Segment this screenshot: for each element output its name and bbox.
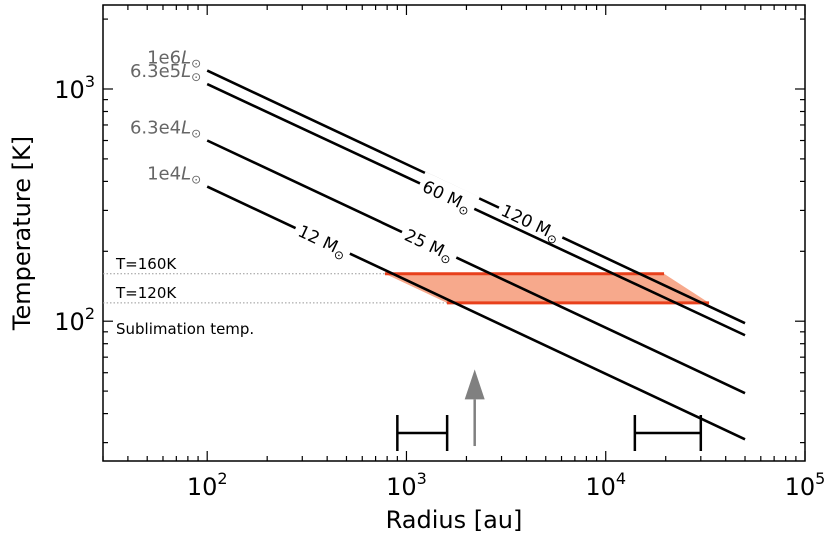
series-group: 1e6L⊙120 M⊙6.3e5L⊙60 M⊙6.3e4L⊙25 M⊙1e4L⊙… — [130, 48, 746, 441]
lower-temp-label: T=120K — [115, 284, 177, 302]
mass-label-group-2: 60 M⊙ — [414, 171, 480, 221]
mass-label-group-3: 25 M⊙ — [396, 220, 462, 270]
annotations-group — [396, 369, 703, 452]
series-line-2 — [206, 82, 746, 337]
luminosity-label-2: 6.3e5L⊙ — [130, 61, 201, 84]
y-tick-label: 103 — [54, 72, 95, 104]
mass-label-background-4 — [290, 216, 356, 266]
x-tick-label: 102 — [187, 469, 228, 501]
luminosity-label-4: 1e4L⊙ — [147, 164, 201, 187]
mass-label-background-1 — [493, 195, 568, 250]
sublimation-band-fill — [384, 273, 710, 303]
plot-frame — [102, 4, 806, 462]
x-tick-label: 103 — [386, 469, 427, 501]
mass-label-background-3 — [396, 220, 462, 270]
x-axis-title: Radius [au] — [386, 506, 523, 534]
mass-label-background-2 — [414, 171, 480, 221]
y-axis-title: Temperature [K] — [8, 136, 36, 331]
luminosity-label-3: 6.3e4L⊙ — [130, 118, 201, 141]
y-tick-label: 102 — [54, 304, 95, 336]
x-tick-label: 105 — [785, 469, 826, 501]
upper-temp-label: T=160K — [115, 255, 177, 273]
sublimation-label: Sublimation temp. — [116, 320, 254, 338]
series-line-4 — [206, 185, 746, 441]
series-line-3 — [206, 139, 746, 395]
arrow-head — [464, 369, 485, 400]
mass-label-group-4: 12 M⊙ — [290, 216, 356, 266]
x-tick-label: 104 — [585, 469, 626, 501]
luminosity-label-1: 1e6L⊙ — [147, 48, 201, 71]
sublimation-band-group: T=160K T=120K Sublimation temp. — [103, 255, 710, 338]
